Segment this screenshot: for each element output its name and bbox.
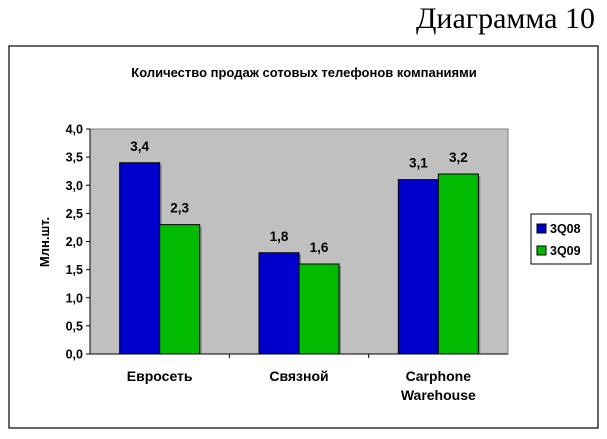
y-axis-label: Млн.шт. bbox=[37, 217, 52, 267]
bar-3q08-3 bbox=[397, 179, 439, 355]
y-tick-label: 4,0 bbox=[66, 123, 83, 137]
bar-3q09-2 bbox=[298, 263, 340, 355]
bar-3q09-1 bbox=[159, 224, 201, 355]
bar-3q08-1 bbox=[119, 162, 161, 355]
legend-label: 3Q08 bbox=[550, 222, 581, 236]
y-tick-label: 1,5 bbox=[66, 263, 83, 277]
x-category-label: Carphone bbox=[406, 368, 472, 384]
legend-label: 3Q09 bbox=[550, 244, 581, 258]
data-label: 1,8 bbox=[270, 229, 289, 244]
legend-swatch bbox=[536, 223, 547, 234]
chart-title: Количество продаж сотовых телефонов комп… bbox=[131, 65, 476, 80]
x-category-label: Связной bbox=[269, 368, 328, 384]
y-tick-label: 3,5 bbox=[66, 151, 83, 165]
y-tick-label: 3,0 bbox=[66, 179, 83, 193]
bar-3q08-2 bbox=[258, 252, 300, 355]
data-label: 1,6 bbox=[310, 240, 329, 255]
y-tick-label: 0,5 bbox=[66, 319, 83, 333]
page-label: Диаграмма 10 bbox=[415, 2, 595, 35]
data-label: 3,2 bbox=[449, 150, 468, 165]
x-category-label: Евросеть bbox=[127, 368, 193, 384]
data-label: 3,4 bbox=[130, 139, 149, 154]
y-tick-label: 0,0 bbox=[66, 348, 83, 362]
x-category-label: Warehouse bbox=[401, 387, 476, 403]
y-tick-label: 1,0 bbox=[66, 291, 83, 305]
bar-3q09-3 bbox=[437, 173, 479, 355]
data-label: 3,1 bbox=[409, 156, 428, 171]
legend-box bbox=[530, 213, 592, 265]
y-tick-label: 2,0 bbox=[66, 235, 83, 249]
data-label: 2,3 bbox=[170, 201, 189, 216]
y-tick-label: 2,5 bbox=[66, 207, 83, 221]
legend-swatch bbox=[536, 245, 547, 256]
